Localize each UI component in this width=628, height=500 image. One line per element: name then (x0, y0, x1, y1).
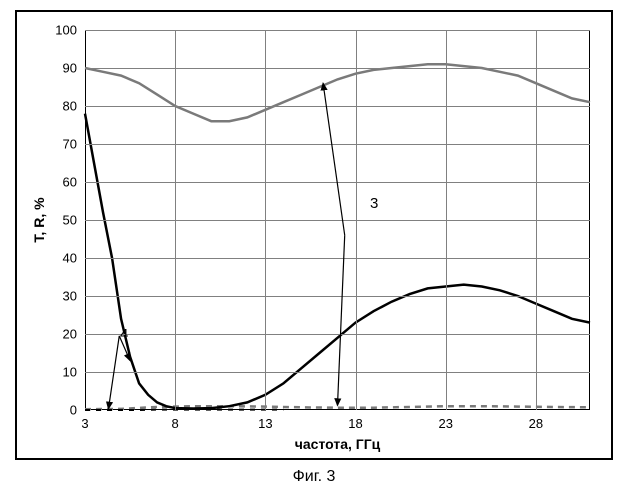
y-tick-label: 60 (63, 175, 77, 190)
callout-label-3: 3 (370, 195, 378, 212)
callout-arrow (338, 235, 345, 405)
callout-label-4: 4 (120, 326, 128, 343)
y-tick-label: 100 (55, 23, 77, 38)
x-tick-label: 8 (172, 416, 179, 431)
y-tick-label: 70 (63, 137, 77, 152)
x-tick-label: 28 (529, 416, 543, 431)
callout-arrow (323, 83, 345, 235)
y-axis-label: T, R, % (31, 197, 47, 242)
y-tick-label: 40 (63, 251, 77, 266)
x-tick-label: 3 (81, 416, 88, 431)
callout-arrow (108, 336, 119, 409)
y-tick-label: 80 (63, 99, 77, 114)
y-tick-label: 20 (63, 327, 77, 342)
figure-caption: Фиг. 3 (293, 468, 336, 486)
y-tick-label: 30 (63, 289, 77, 304)
y-tick-label: 50 (63, 213, 77, 228)
x-tick-label: 18 (348, 416, 362, 431)
y-tick-label: 90 (63, 61, 77, 76)
x-tick-label: 23 (438, 416, 452, 431)
x-axis-label: частота, ГГц (295, 436, 380, 452)
x-tick-label: 13 (258, 416, 272, 431)
y-tick-label: 0 (70, 403, 77, 418)
y-tick-label: 10 (63, 365, 77, 380)
